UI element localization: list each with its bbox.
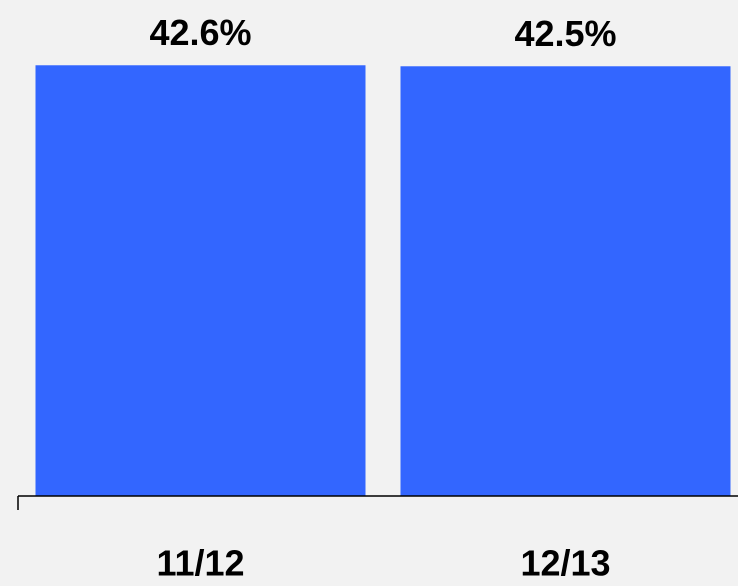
value-label: 42.6%: [149, 12, 251, 53]
x-tick-label: 11/12: [156, 543, 244, 584]
bar: [400, 66, 731, 497]
value-label: 42.5%: [514, 13, 616, 54]
bar: [35, 65, 366, 497]
x-tick-label: 12/13: [520, 543, 610, 584]
